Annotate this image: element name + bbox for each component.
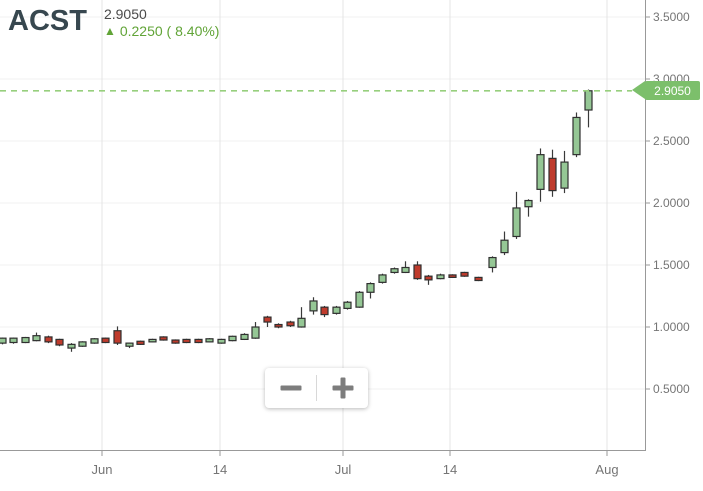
candle-up — [390, 268, 399, 274]
candle-up — [488, 256, 497, 269]
time-axis-label: 14 — [212, 462, 228, 477]
candle-down — [320, 306, 329, 316]
candle-up — [512, 207, 521, 238]
candle-up — [148, 338, 157, 343]
candle-up — [90, 338, 99, 344]
current-price-tag: 2.9050 — [632, 81, 700, 101]
price-change-text: 0.2250 ( 8.40%) — [119, 23, 220, 39]
candle-up — [343, 301, 352, 310]
candle-up — [536, 154, 545, 190]
candle-down — [113, 330, 122, 344]
current-price-tag-label: 2.9050 — [654, 83, 691, 98]
price-change: ▲ 0.2250 ( 8.40%) — [104, 23, 220, 40]
zoom-in-button[interactable] — [317, 368, 368, 408]
candle-up — [205, 338, 214, 343]
candle-up — [21, 336, 30, 344]
candle-down — [44, 336, 53, 343]
quote-block: 2.9050 ▲ 0.2250 ( 8.40%) — [104, 4, 220, 40]
candle-down — [424, 275, 433, 281]
candle-up — [67, 343, 76, 349]
zoom-out-button[interactable] — [265, 368, 316, 408]
candle-down — [159, 336, 168, 341]
candle-down — [194, 338, 203, 344]
candle-up — [125, 342, 134, 347]
candle-up — [572, 116, 581, 156]
candle-up — [9, 337, 18, 344]
candle-down — [448, 274, 457, 279]
candle-down — [274, 323, 283, 328]
up-arrow-icon: ▲ — [103, 24, 116, 38]
candle-up — [378, 274, 387, 283]
candle-down — [136, 340, 145, 345]
candle-up — [240, 333, 249, 341]
zoom-controls-divider — [316, 375, 317, 401]
price-axis-label: 3.5000 — [653, 9, 690, 24]
candle-up — [251, 326, 260, 339]
candle-down — [548, 157, 557, 192]
candle-up — [0, 337, 7, 344]
time-axis-label: Jul — [334, 462, 352, 477]
candle-down — [413, 264, 422, 280]
price-axis-label: 1.5000 — [653, 257, 690, 272]
ticker-symbol: ACST — [8, 5, 87, 37]
candle-down — [460, 271, 469, 277]
candle-up — [524, 199, 533, 208]
candle-up — [217, 338, 226, 344]
tag-pointer-icon — [632, 81, 645, 100]
chart-header: ACST 2.9050 ▲ 0.2250 ( 8.40%) — [8, 4, 219, 40]
candle-up — [355, 291, 364, 308]
candle-up — [309, 300, 318, 312]
price-axis-label: 0.5000 — [653, 381, 690, 396]
minus-icon — [280, 385, 301, 391]
price-axis-label: 2.0000 — [653, 195, 690, 210]
last-price-text: 2.9050 — [103, 6, 147, 22]
price-axis-label: 2.5000 — [653, 133, 690, 148]
candle-up — [32, 335, 41, 342]
candle-down — [286, 321, 295, 327]
zoom-controls — [265, 368, 368, 408]
candle-down — [474, 276, 483, 282]
candle-up — [78, 341, 87, 347]
candle-down — [263, 316, 272, 323]
time-axis-label: Aug — [595, 462, 619, 477]
time-axis-label: 14 — [442, 462, 458, 477]
candle-down — [101, 337, 110, 344]
time-axis-label: Jun — [91, 462, 113, 477]
candle-up — [500, 239, 509, 254]
candle-up — [584, 90, 593, 111]
plus-icon — [332, 377, 353, 399]
candle-up — [401, 266, 410, 274]
price-axis-label: 1.0000 — [653, 319, 690, 334]
candle-down — [171, 339, 180, 344]
candle-down — [55, 338, 64, 346]
candle-up — [560, 161, 569, 189]
candle-down — [182, 338, 191, 344]
candle-up — [366, 283, 375, 293]
candle-up — [228, 335, 237, 342]
candle-up — [332, 306, 341, 314]
candle-up — [436, 274, 445, 280]
candle-up — [297, 317, 306, 328]
